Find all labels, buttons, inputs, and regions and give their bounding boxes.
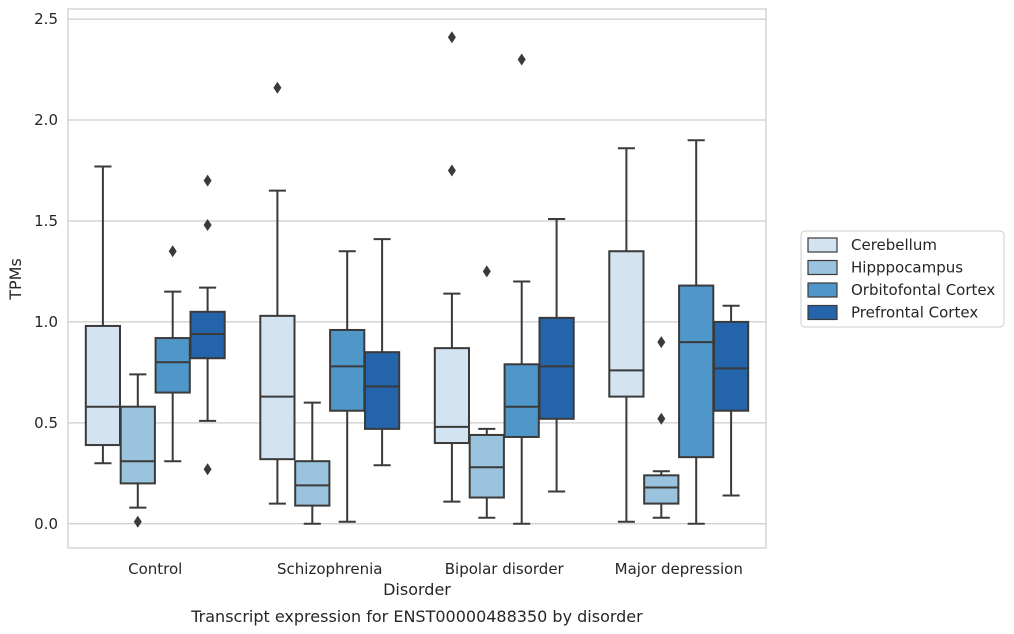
y-tick-label: 1.0 xyxy=(34,313,58,331)
outlier-marker xyxy=(517,53,526,66)
box xyxy=(503,53,540,525)
outlier-marker xyxy=(203,463,212,476)
outlier-marker xyxy=(447,164,456,177)
box-body xyxy=(294,460,331,507)
box xyxy=(712,304,750,497)
y-tick-label: 0.0 xyxy=(34,515,58,533)
box-body xyxy=(259,314,296,461)
box-body xyxy=(608,250,645,398)
box xyxy=(154,245,191,463)
series-orbitofontal-cortex xyxy=(154,53,715,525)
legend-label: Hipppocampus xyxy=(851,259,963,277)
box xyxy=(468,265,505,519)
legend-swatch xyxy=(807,282,838,298)
series-cerebellum xyxy=(84,31,645,523)
box-body xyxy=(503,363,540,438)
box-body xyxy=(538,316,575,420)
x-tick-label: Major depression xyxy=(615,560,743,578)
box-body xyxy=(433,347,471,445)
box-body xyxy=(643,474,680,505)
y-tick-label: 0.5 xyxy=(34,414,58,432)
legend-swatch xyxy=(807,237,838,253)
outlier-marker xyxy=(203,219,212,232)
outlier-marker xyxy=(168,245,177,258)
box xyxy=(119,373,156,528)
y-axis-ticks: 0.0 0.5 1.0 1.5 2.0 2.5 xyxy=(34,10,58,533)
box xyxy=(643,336,680,519)
x-tick-label: Bipolar disorder xyxy=(445,560,565,578)
outlier-marker xyxy=(447,31,456,44)
plot-area-frame xyxy=(67,8,767,549)
gridlines xyxy=(68,18,766,525)
box xyxy=(608,147,645,523)
box xyxy=(189,174,226,476)
outlier-marker xyxy=(657,412,666,425)
box xyxy=(678,139,715,525)
x-tick-label: Schizophrenia xyxy=(277,560,382,578)
legend-frame xyxy=(800,230,1005,328)
series-hipppocampus xyxy=(119,265,680,528)
outlier-marker xyxy=(657,336,666,349)
legend-label: Cerebellum xyxy=(851,236,937,254)
chart-caption: Transcript expression for ENST0000048835… xyxy=(190,607,643,626)
box xyxy=(538,217,575,493)
x-axis-ticks: Control Schizophrenia Bipolar disorder Majo… xyxy=(128,560,743,578)
box-body xyxy=(329,328,366,412)
y-tick-label: 1.5 xyxy=(34,212,58,230)
box-body xyxy=(468,433,505,499)
box-series xyxy=(84,31,750,528)
box-body xyxy=(678,284,715,459)
legend-item: Orbitofontal Cortex xyxy=(807,281,995,299)
outlier-marker xyxy=(203,174,212,187)
box-body xyxy=(189,310,226,360)
box xyxy=(433,31,471,503)
box xyxy=(84,165,122,465)
x-tick-label: Control xyxy=(128,560,182,578)
box xyxy=(329,250,366,523)
legend-item: Hipppocampus xyxy=(807,259,963,277)
outlier-marker xyxy=(482,265,491,278)
outlier-marker xyxy=(273,81,282,94)
y-tick-label: 2.0 xyxy=(34,111,58,129)
x-axis-label: Disorder xyxy=(383,580,451,599)
legend-swatch xyxy=(807,304,838,321)
legend-label: Orbitofontal Cortex xyxy=(851,281,995,299)
series-prefrontal-cortex xyxy=(189,174,750,497)
legend: Cerebellum Hipppocampus Orbitofontal Corte… xyxy=(800,230,1005,328)
legend-swatch xyxy=(807,259,838,276)
y-tick-label: 2.5 xyxy=(34,10,58,28)
y-axis-label: TPMs xyxy=(6,258,25,301)
outlier-marker xyxy=(133,515,142,528)
box xyxy=(294,401,331,525)
box-body xyxy=(363,351,401,430)
box-body xyxy=(84,324,122,447)
box-body xyxy=(154,337,191,394)
box-body xyxy=(712,320,750,412)
legend-item: Prefrontal Cortex xyxy=(807,304,978,322)
box-body xyxy=(119,405,156,485)
box xyxy=(259,81,296,505)
box xyxy=(363,238,401,467)
legend-label: Prefrontal Cortex xyxy=(851,304,978,322)
legend-item: Cerebellum xyxy=(807,236,937,254)
